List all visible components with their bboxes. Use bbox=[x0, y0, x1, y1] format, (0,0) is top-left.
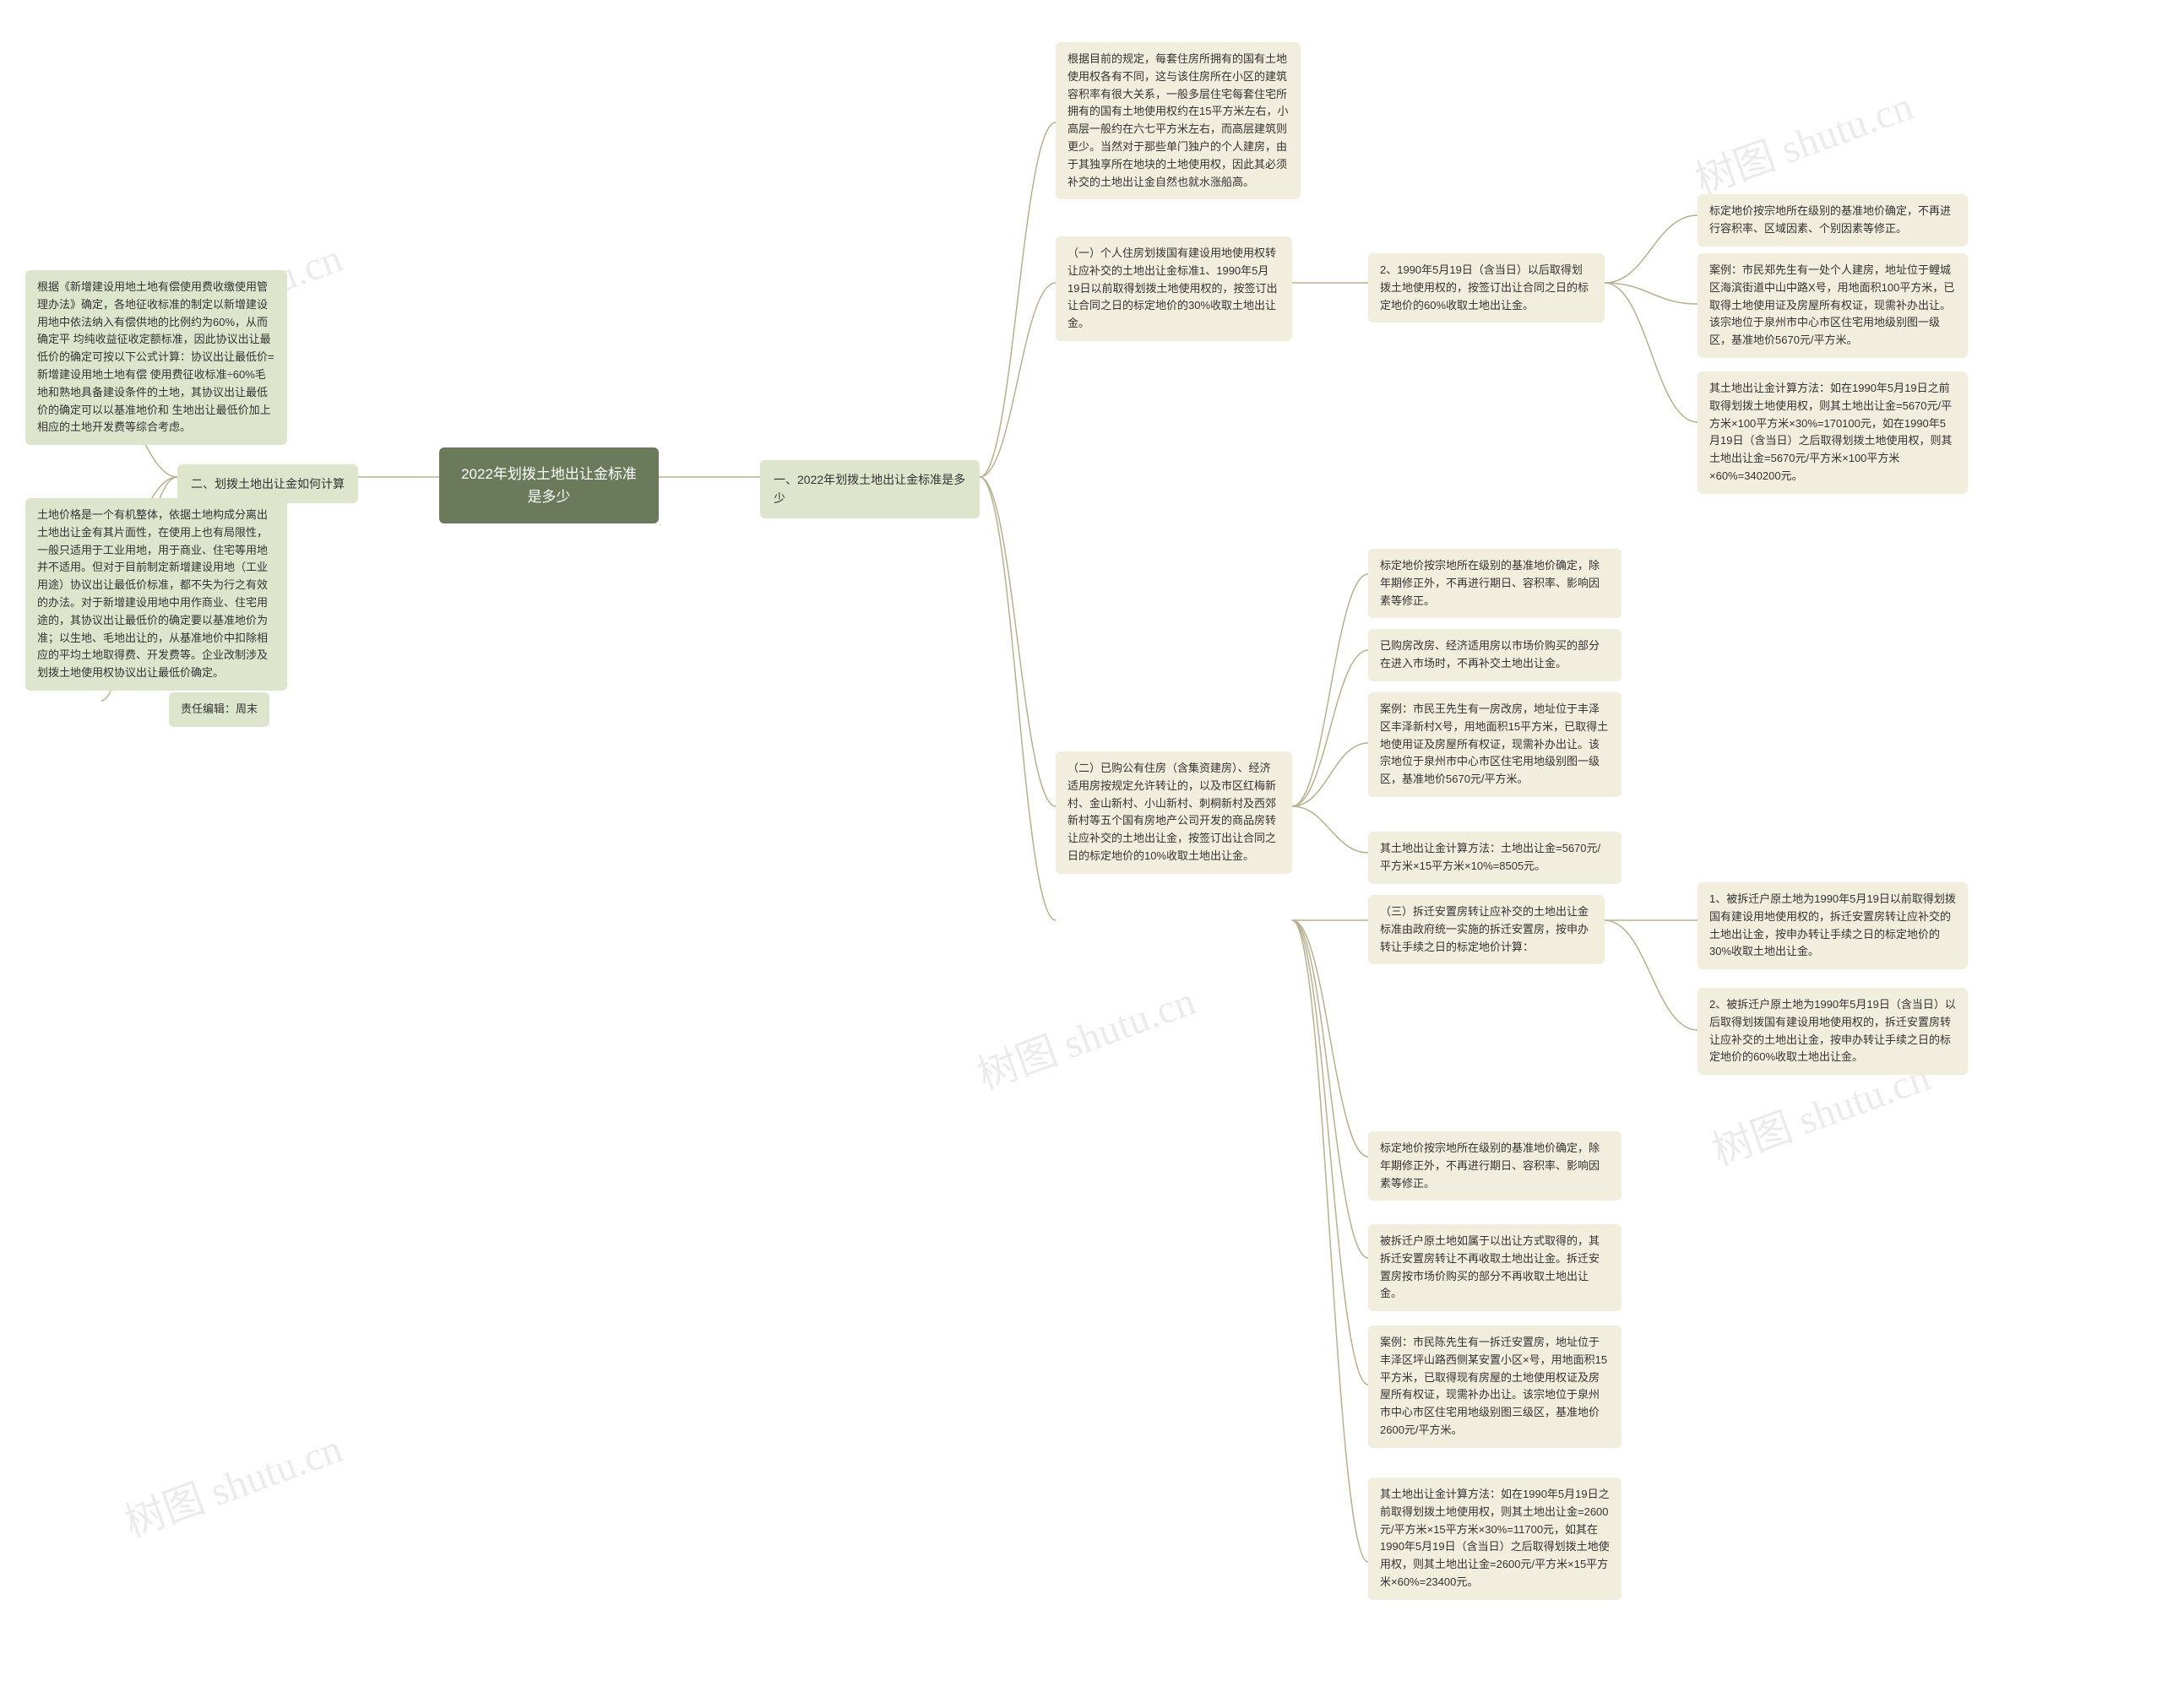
section3-subA-0: 1、被拆迁户原土地为1990年5月19日以前取得划拨国有建设用地使用权的，拆迁安… bbox=[1698, 882, 1968, 969]
section1-title: （一）个人住房划拨国有建设用地使用权转让应补交的土地出让金标准1、1990年5月… bbox=[1056, 236, 1292, 341]
root-node[interactable]: 2022年划拨土地出让金标准是多少 bbox=[439, 447, 659, 523]
section2-leaf-0: 标定地价按宗地所在级别的基准地价确定，除年期修正外，不再进行期日、容积率、影响因… bbox=[1368, 549, 1622, 618]
section2-leaf-3: 其土地出让金计算方法：土地出让金=5670元/平方米×15平方米×10%=850… bbox=[1368, 832, 1622, 884]
section1-leaf-1: 案例：市民郑先生有一处个人建房，地址位于鲤城区海滨街道中山中路X号，用地面积10… bbox=[1698, 253, 1968, 358]
section2-leaf-1: 已购房改房、经济适用房以市场价购买的部分在进入市场时，不再补交土地出让金。 bbox=[1368, 629, 1622, 681]
section3-sub-title: （三）拆迁安置房转让应补交的土地出让金标准由政府统一实施的拆迁安置房，按申办转让… bbox=[1368, 895, 1605, 964]
watermark: 树图 shutu.cn bbox=[115, 1415, 349, 1548]
watermark: 树图 shutu.cn bbox=[968, 968, 1202, 1101]
watermark: 树图 shutu.cn bbox=[1686, 73, 1920, 206]
editor-credit: 责任编辑：周末 bbox=[169, 692, 269, 727]
section1-leaf-0: 标定地价按宗地所在级别的基准地价确定，不再进行容积率、区域因素、个别因素等修正。 bbox=[1698, 194, 1968, 247]
section3-subA-1: 2、被拆迁户原土地为1990年5月19日（含当日）以后取得划拨国有建设用地使用权… bbox=[1698, 988, 1968, 1075]
section2-title: （二）已购公有住房（含集资建房）、经济适用房按规定允许转让的，以及市区红梅新村、… bbox=[1056, 751, 1292, 874]
section2-leaf-2: 案例：市民王先生有一房改房，地址位于丰泽区丰泽新村X号，用地面积15平方米，已取… bbox=[1368, 692, 1622, 797]
section3-leaf-0: 标定地价按宗地所在级别的基准地价确定，除年期修正外，不再进行期日、容积率、影响因… bbox=[1368, 1131, 1622, 1201]
right-branch-title[interactable]: 一、2022年划拨土地出让金标准是多少 bbox=[760, 460, 980, 518]
left-para1: 根据《新增建设用地土地有偿使用费收缴使用管理办法》确定，各地征收标准的制定以新增… bbox=[25, 270, 287, 445]
section3-leaf-1: 被拆迁户原土地如属于以出让方式取得的，其拆迁安置房转让不再收取土地出让金。拆迁安… bbox=[1368, 1224, 1622, 1311]
right-intro: 根据目前的规定，每套住房所拥有的国有土地使用权各有不同，这与该住房所在小区的建筑… bbox=[1056, 42, 1301, 199]
section1-leaf-2: 其土地出让金计算方法：如在1990年5月19日之前取得划拨土地使用权，则其土地出… bbox=[1698, 371, 1968, 494]
section3-leaf-3: 其土地出让金计算方法：如在1990年5月19日之前取得划拨土地使用权，则其土地出… bbox=[1368, 1478, 1622, 1600]
section1-sub2: 2、1990年5月19日（含当日）以后取得划拨土地使用权的，按签订出让合同之日的… bbox=[1368, 253, 1605, 323]
section3-leaf-2: 案例：市民陈先生有一拆迁安置房，地址位于丰泽区坪山路西侧某安置小区×号，用地面积… bbox=[1368, 1326, 1622, 1448]
left-para2: 土地价格是一个有机整体，依据土地构成分离出土地出让金有其片面性，在使用上也有局限… bbox=[25, 498, 287, 691]
